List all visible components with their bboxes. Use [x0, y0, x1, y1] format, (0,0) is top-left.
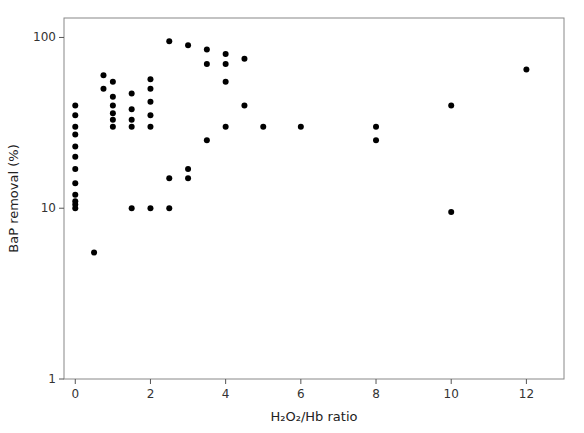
- y-tick-label: 100: [33, 30, 56, 44]
- point: [166, 205, 172, 211]
- point: [223, 61, 229, 67]
- x-tick: [451, 379, 452, 384]
- y-tick: [59, 208, 64, 209]
- point: [72, 154, 78, 160]
- point: [523, 66, 529, 72]
- point: [204, 61, 210, 67]
- x-tick-label: 8: [372, 387, 380, 401]
- point: [110, 94, 116, 100]
- point: [147, 205, 153, 211]
- point: [72, 112, 78, 118]
- point: [129, 90, 135, 96]
- x-tick: [75, 379, 76, 384]
- x-tick: [300, 379, 301, 384]
- x-tick-label: 0: [71, 387, 79, 401]
- x-tick: [225, 379, 226, 384]
- x-tick-label: 4: [222, 387, 230, 401]
- point: [129, 106, 135, 112]
- point: [241, 56, 247, 62]
- x-tick: [150, 379, 151, 384]
- point: [129, 205, 135, 211]
- point: [185, 42, 191, 48]
- point: [260, 124, 266, 130]
- point: [448, 209, 454, 215]
- chart: 0 2 4 6 8 10 12 1 10 100 H₂O₂/Hb ratio BaP removal …: [0, 0, 584, 433]
- point: [204, 47, 210, 53]
- point: [110, 124, 116, 130]
- point: [72, 166, 78, 172]
- y-tick: [59, 379, 64, 380]
- point: [166, 175, 172, 181]
- point: [129, 124, 135, 130]
- point: [166, 38, 172, 44]
- point: [448, 102, 454, 108]
- point: [72, 192, 78, 198]
- point: [72, 132, 78, 138]
- point: [373, 137, 379, 143]
- y-axis-label: BaP removal (%): [6, 144, 21, 252]
- point: [129, 117, 135, 123]
- x-tick-label: 2: [147, 387, 155, 401]
- point: [110, 110, 116, 116]
- point: [223, 51, 229, 57]
- point: [147, 112, 153, 118]
- x-axis-label: H₂O₂/Hb ratio: [271, 409, 358, 424]
- point: [72, 198, 78, 204]
- point: [223, 79, 229, 85]
- point: [110, 102, 116, 108]
- points: [72, 38, 529, 255]
- x-tick-label: 6: [297, 387, 305, 401]
- point: [110, 79, 116, 85]
- point: [72, 102, 78, 108]
- y-tick-label: 10: [41, 201, 56, 215]
- point: [147, 99, 153, 105]
- x-tick: [526, 379, 527, 384]
- x-tick-label: 10: [444, 387, 459, 401]
- point: [147, 86, 153, 92]
- x-tick: [376, 379, 377, 384]
- y-tick-label: 1: [48, 372, 56, 386]
- point: [110, 117, 116, 123]
- y-tick: [59, 37, 64, 38]
- point: [72, 180, 78, 186]
- point: [147, 124, 153, 130]
- point: [241, 102, 247, 108]
- plot-frame: [64, 18, 564, 379]
- point: [185, 175, 191, 181]
- point: [100, 86, 106, 92]
- point: [373, 124, 379, 130]
- x-tick-label: 12: [519, 387, 534, 401]
- point: [100, 72, 106, 78]
- point: [204, 137, 210, 143]
- point: [147, 76, 153, 82]
- point: [72, 124, 78, 130]
- point: [223, 124, 229, 130]
- point: [185, 166, 191, 172]
- point: [72, 143, 78, 149]
- point: [298, 124, 304, 130]
- point: [91, 250, 97, 256]
